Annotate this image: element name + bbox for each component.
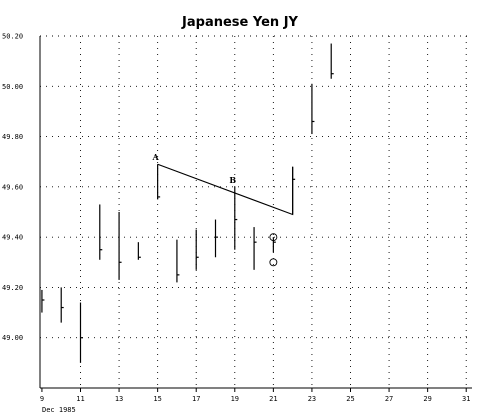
y-tick-label: 50.00 <box>2 83 23 91</box>
trendline-layer <box>157 163 294 216</box>
y-tick-label: 49.00 <box>2 334 23 342</box>
chart-title: Japanese Yen JY <box>181 15 298 30</box>
annotation-label: A <box>152 152 160 162</box>
annotation-label: B <box>229 175 236 185</box>
x-tick-label: 27 <box>385 395 393 403</box>
x-tick-label: 29 <box>423 395 431 403</box>
x-tick-label: 31 <box>462 395 470 403</box>
x-tick-label: 17 <box>192 395 200 403</box>
x-tick-label: 21 <box>269 395 277 403</box>
x-tick-label: 9 <box>40 395 44 403</box>
x-tick-labels: 9 11 13 15 17 19 21 23 25 27 29 31 <box>40 395 471 403</box>
annotation-layer: AB <box>152 152 278 267</box>
price-bars <box>41 43 334 363</box>
x-tick-label: 19 <box>231 395 239 403</box>
x-tick-label: 11 <box>76 395 84 403</box>
x-tick-label: 25 <box>346 395 354 403</box>
axis-layer <box>39 36 472 392</box>
x-axis-sublabel: Dec 1985 <box>42 406 76 414</box>
x-tick-label: 13 <box>115 395 123 403</box>
y-tick-label: 49.80 <box>2 133 23 141</box>
x-tick-label: 23 <box>308 395 316 403</box>
circle-marker <box>269 233 278 242</box>
y-tick-label: 49.20 <box>2 284 23 292</box>
trendline <box>157 163 294 216</box>
circle-marker <box>269 258 278 267</box>
grid-layer <box>40 35 472 388</box>
y-tick-label: 50.20 <box>2 33 23 41</box>
y-tick-labels: 49.00 49.20 49.40 49.60 49.80 50.00 50.20 <box>2 33 23 343</box>
x-tick-label: 15 <box>153 395 161 403</box>
y-tick-label: 49.40 <box>2 234 23 242</box>
y-tick-label: 49.60 <box>2 183 23 191</box>
